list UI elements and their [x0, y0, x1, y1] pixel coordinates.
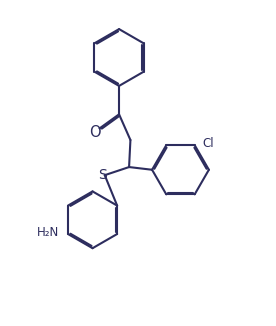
Text: S: S: [98, 168, 107, 182]
Text: H₂N: H₂N: [37, 226, 60, 239]
Text: Cl: Cl: [203, 137, 214, 150]
Text: O: O: [89, 125, 100, 140]
